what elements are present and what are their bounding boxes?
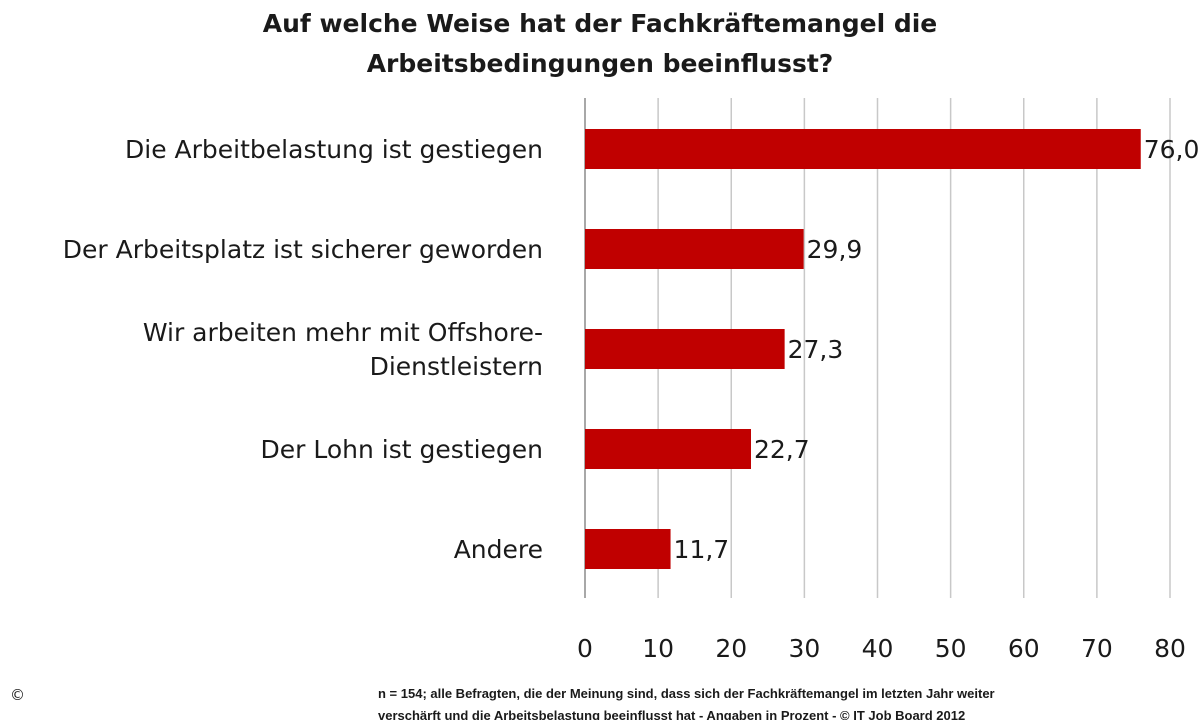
x-tick-label: 30 bbox=[788, 634, 820, 663]
bar-layer bbox=[585, 129, 1141, 569]
chart-title-line-1: Auf welche Weise hat der Fachkräftemange… bbox=[262, 9, 938, 38]
bar-chart: 76,0 Die Arbeitbelastung ist gestiegen 29,… bbox=[63, 98, 1200, 663]
chart-title: Auf welche Weise hat der Fachkräftemange… bbox=[200, 4, 1000, 84]
data-label: 76,0 bbox=[1144, 135, 1200, 164]
tick-layer: 0 10 20 30 40 50 60 70 80 bbox=[577, 634, 1186, 663]
footnote: n = 154; alle Befragten, die der Meinung… bbox=[378, 683, 1200, 720]
x-tick-label: 70 bbox=[1081, 634, 1113, 663]
category-label: Wir arbeiten mehr mit Offshore-Dienstlei… bbox=[143, 318, 543, 381]
category-label: Der Arbeitsplatz ist sicherer geworden bbox=[63, 235, 543, 264]
category-label: Andere bbox=[454, 535, 543, 564]
data-label: 29,9 bbox=[807, 235, 863, 264]
copyright-icon: © bbox=[10, 686, 25, 704]
data-label: 27,3 bbox=[788, 335, 844, 364]
x-tick-label: 50 bbox=[935, 634, 967, 663]
x-tick-label: 10 bbox=[642, 634, 674, 663]
footnote-line-2: verschärft und die Arbeitsbelastung beei… bbox=[378, 708, 966, 720]
bar bbox=[585, 329, 785, 369]
footnote-line-1: n = 154; alle Befragten, die der Meinung… bbox=[378, 686, 995, 701]
chart-title-line-2: Arbeitsbedingungen beeinflusst? bbox=[366, 49, 834, 78]
data-label: 11,7 bbox=[674, 535, 730, 564]
bar bbox=[585, 429, 751, 469]
category-label: Die Arbeitbelastung ist gestiegen bbox=[125, 135, 543, 164]
category-label: Der Lohn ist gestiegen bbox=[261, 435, 544, 464]
bar bbox=[585, 129, 1141, 169]
x-tick-label: 80 bbox=[1154, 634, 1186, 663]
data-label: 22,7 bbox=[754, 435, 810, 464]
x-tick-label: 0 bbox=[577, 634, 593, 663]
x-tick-label: 60 bbox=[1008, 634, 1040, 663]
bar bbox=[585, 229, 804, 269]
x-tick-label: 40 bbox=[862, 634, 894, 663]
x-tick-label: 20 bbox=[715, 634, 747, 663]
bar bbox=[585, 529, 671, 569]
label-layer: 76,0 Die Arbeitbelastung ist gestiegen 29,… bbox=[63, 135, 1200, 564]
